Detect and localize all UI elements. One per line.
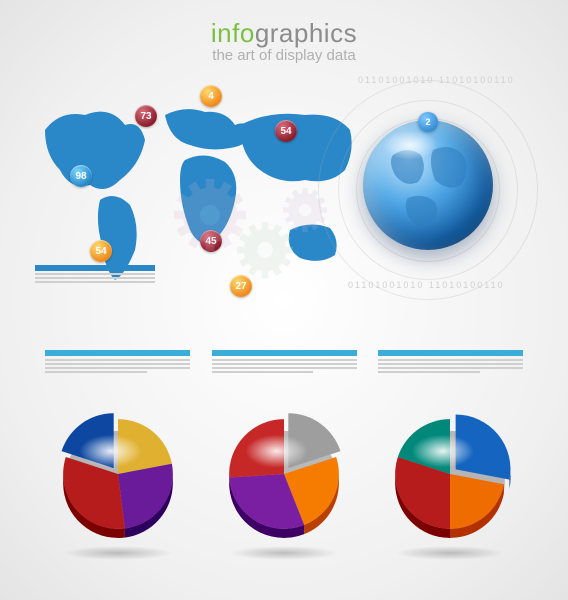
map-pin: 27 [230,275,252,297]
globe-continents [363,120,493,250]
binary-deco: 01101001010 11010100110 [348,280,505,290]
map-caption-text [35,273,155,283]
map-pin: 4 [200,85,222,107]
column-3 [378,350,523,375]
globe-pin-label: 2 [425,117,430,127]
map-caption [35,265,155,285]
title-word-1: info [211,18,255,48]
pie-chart [48,410,188,550]
title-word-2: graphics [255,18,357,48]
pie-chart [380,410,520,550]
page-title: infographics [0,18,568,49]
globe-pin: 2 [418,112,438,132]
binary-deco: 01101001010 11010100110 [358,75,515,85]
gear-icon [174,179,246,251]
map-pin: 54 [275,120,297,142]
text-columns [45,350,523,375]
globe-region: 01101001010 11010100110 01101001010 1101… [318,70,538,310]
pie-svg [386,410,514,538]
map-pin: 98 [70,165,92,187]
column-2 [212,350,357,375]
pie-row [0,410,568,550]
pie-svg [220,410,348,538]
column-header-bar [45,350,190,356]
pie-chart [214,410,354,550]
pie-slice [118,464,173,529]
page-subtitle: the art of display data [0,47,568,64]
globe-sphere: 2 [363,120,493,250]
map-pin: 73 [135,105,157,127]
column-header-bar [212,350,357,356]
column-header-bar [378,350,523,356]
pie-svg [54,410,182,538]
map-caption-bar [35,265,155,271]
column-1 [45,350,190,375]
header: infographics the art of display data [0,18,568,64]
map-pin: 54 [90,240,112,262]
